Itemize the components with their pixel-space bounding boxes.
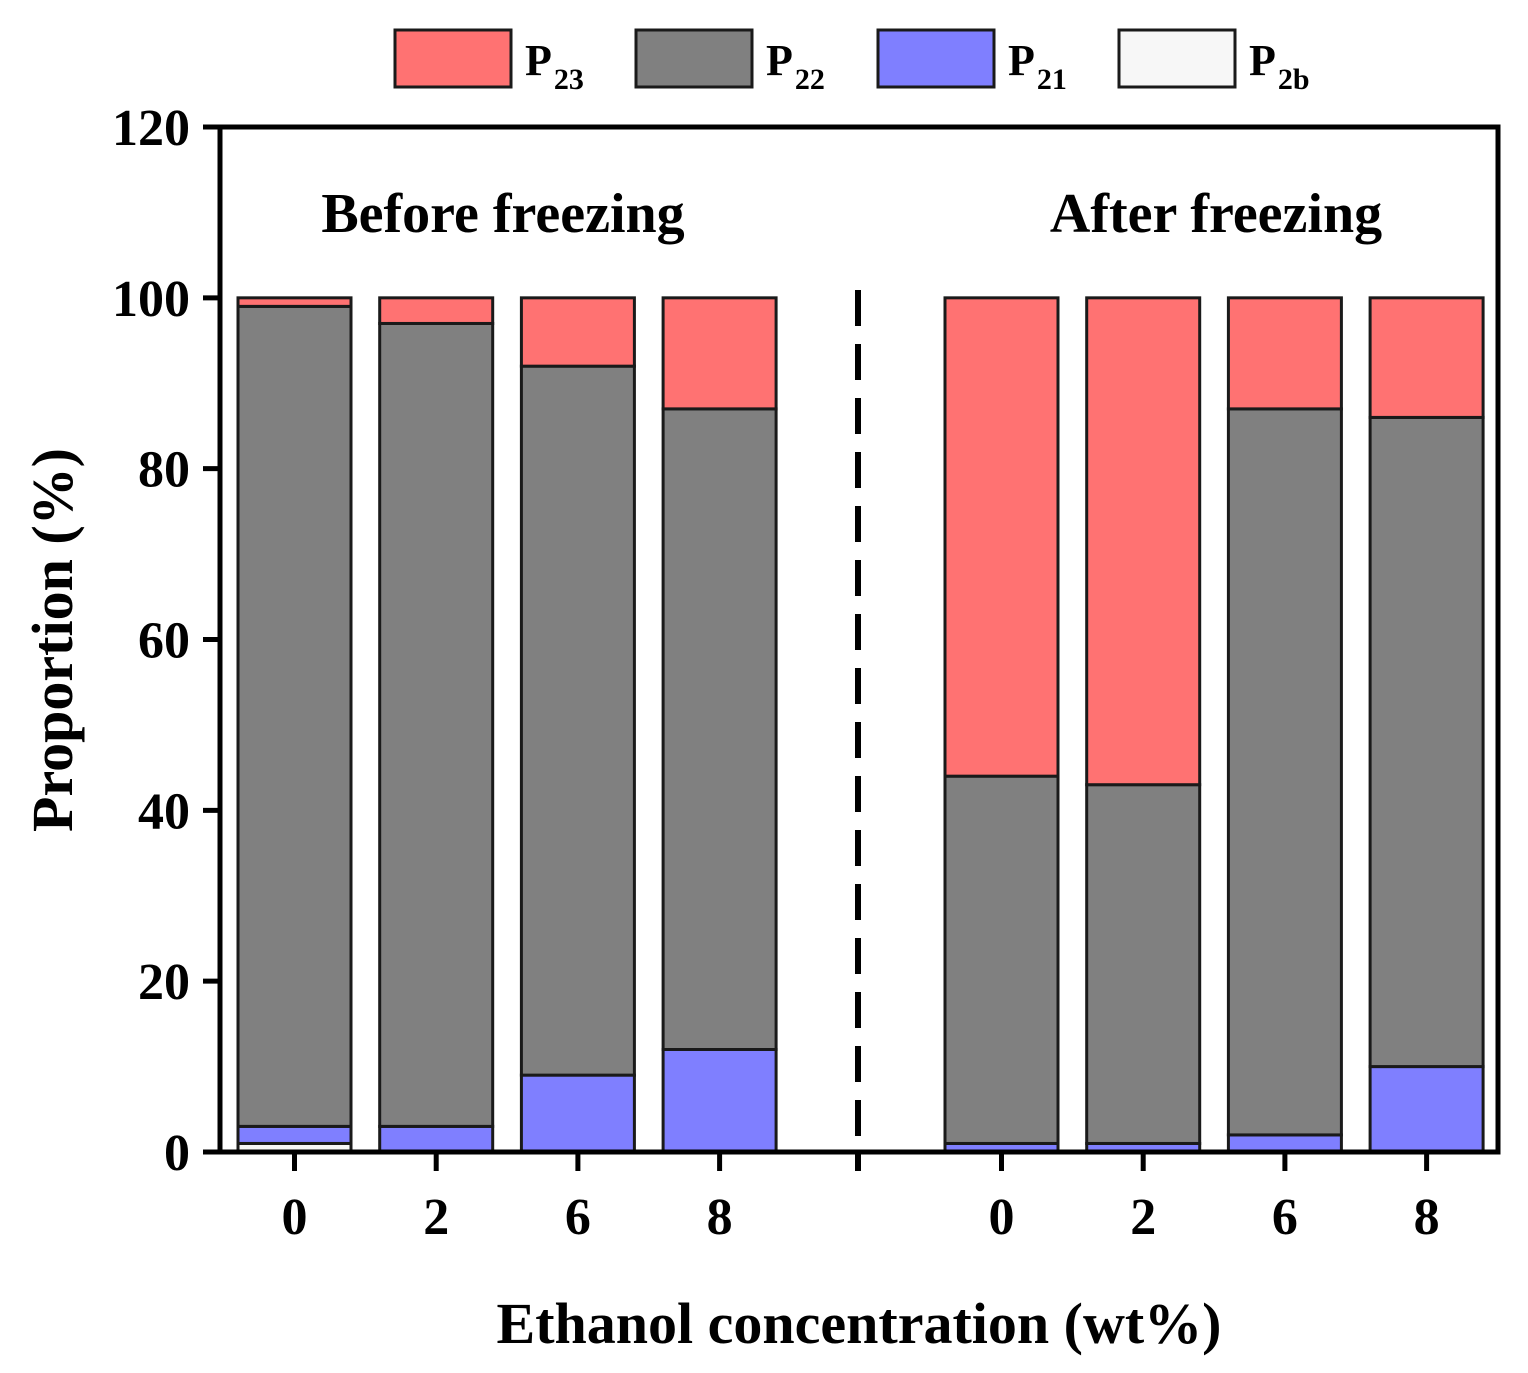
bar-segment-p23	[1368, 296, 1485, 419]
panel-label-before: Before freezing	[321, 183, 684, 245]
legend-swatch-p23	[393, 28, 513, 89]
bar-segment-p23	[236, 296, 353, 308]
x-tick-label: 0	[282, 1189, 308, 1246]
bar-segment-p23	[519, 296, 636, 368]
bar-segment-p23	[378, 296, 495, 325]
bar-segment-p22	[1085, 783, 1202, 1145]
bar-segment-p21	[519, 1073, 636, 1154]
bar-segment-p21	[661, 1048, 778, 1154]
legend: P23 P22 P21 P2b	[393, 28, 1310, 96]
legend-swatch-p2b	[1117, 28, 1237, 89]
bar-segment-p21	[236, 1124, 353, 1145]
y-tick-label: 80	[138, 442, 190, 499]
bar-segment-p23	[943, 296, 1060, 778]
legend-swatch-p22	[634, 28, 754, 89]
bar-segment-p22	[1226, 407, 1343, 1137]
x-tick-label: 6	[565, 1189, 591, 1246]
x-tick-label: 8	[707, 1189, 733, 1246]
bar-segment-p22	[1368, 415, 1485, 1069]
bar-segment-p23	[1226, 296, 1343, 411]
bar-segment-p21	[1226, 1133, 1343, 1154]
bar-segment-p21	[378, 1124, 495, 1154]
x-tick-label: 6	[1272, 1189, 1298, 1246]
y-axis-title: Proportion (%)	[20, 448, 85, 832]
bar-segment-p23	[661, 296, 778, 411]
x-tick-label: 8	[1414, 1189, 1440, 1246]
x-tick-label: 2	[423, 1189, 449, 1246]
y-tick-label: 120	[112, 100, 190, 157]
y-axis: 0 20 40 60 80 100 120	[112, 100, 220, 1182]
panel-label-after: After freezing	[1050, 183, 1382, 245]
legend-label-p2b: P2b	[1249, 36, 1310, 96]
bar-segment-p23	[1085, 296, 1202, 787]
bar-segment-p22	[661, 407, 778, 1051]
legend-label-p23: P23	[525, 36, 584, 96]
legend-swatch-p21	[876, 28, 996, 89]
bar-stacks	[236, 296, 1485, 1154]
x-tick-label: 2	[1130, 1189, 1156, 1246]
legend-label-p21: P21	[1008, 36, 1067, 96]
y-tick-label: 60	[138, 613, 190, 670]
y-tick-label: 100	[112, 271, 190, 328]
y-tick-label: 20	[138, 954, 190, 1011]
bar-segment-p22	[519, 364, 636, 1077]
bar-segment-p22	[378, 321, 495, 1128]
legend-label-p22: P22	[766, 36, 825, 96]
x-axis: 0 2 6 8 0 2 6 8	[282, 1152, 1440, 1246]
y-tick-label: 40	[138, 783, 190, 840]
x-tick-label: 0	[989, 1189, 1015, 1246]
bar-segment-p22	[236, 304, 353, 1128]
x-axis-title: Ethanol concentration (wt%)	[497, 1291, 1222, 1356]
bar-segment-p21	[1368, 1065, 1485, 1154]
y-tick-label: 0	[164, 1125, 190, 1182]
bar-segment-p22	[943, 774, 1060, 1145]
